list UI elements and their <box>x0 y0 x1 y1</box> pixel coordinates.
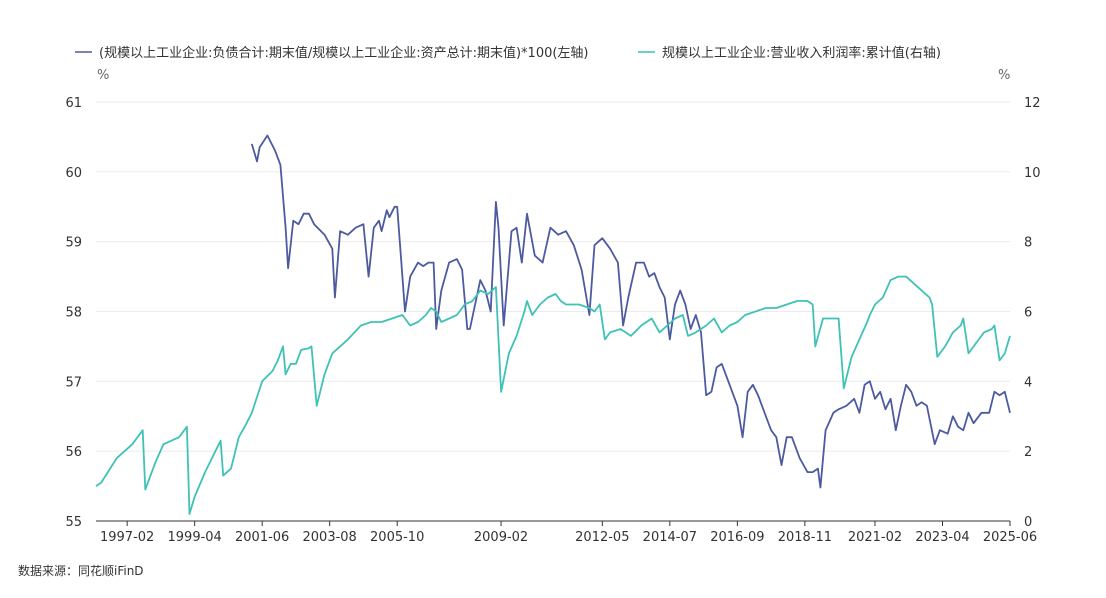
x-tick-label: 2009-02 <box>474 530 528 545</box>
y-left-tick-label: 58 <box>65 306 82 321</box>
y-left-tick-label: 57 <box>65 375 82 390</box>
legend-label-left-series: (规模以上工业企业:负债合计:期末值/规模以上工业企业:资产总计:期末值)*10… <box>99 45 589 61</box>
gridlines <box>96 101 1010 452</box>
x-tick-label: 2016-09 <box>710 530 764 545</box>
y-left-tick-label: 61 <box>65 96 82 111</box>
y-left-tick-label: 56 <box>65 445 82 460</box>
legend: (规模以上工业企业:负债合计:期末值/规模以上工业企业:资产总计:期末值)*10… <box>75 45 941 61</box>
axes: 55 0 56 2 57 4 58 6 59 8 60 10 61 12 1997-02 1999-04 200… <box>65 96 1040 545</box>
series-lines <box>95 134 1011 515</box>
x-tick-label: 2014-07 <box>643 530 697 545</box>
x-tick-label: 2005-10 <box>370 530 424 545</box>
y-right-tick-label: 10 <box>1024 166 1041 181</box>
series-line-right <box>95 275 1011 515</box>
legend-item-left-series[interactable]: (规模以上工业企业:负债合计:期末值/规模以上工业企业:资产总计:期末值)*10… <box>75 45 589 61</box>
data-source-note: 数据来源：同花顺iFinD <box>18 564 144 578</box>
y-right-tick-label: 0 <box>1024 515 1032 530</box>
x-tick-label: 2018-11 <box>778 530 832 545</box>
y-right-tick-label: 2 <box>1024 445 1032 460</box>
x-tick-label: 2023-04 <box>915 530 969 545</box>
x-tick-label: 1997-02 <box>100 530 154 545</box>
x-tick-label: 2021-02 <box>848 530 902 545</box>
y-right-tick-label: 4 <box>1024 375 1032 390</box>
y-left-tick-label: 60 <box>65 166 82 181</box>
legend-item-right-series[interactable]: 规模以上工业企业:营业收入利润率:累计值(右轴) <box>638 45 941 61</box>
x-tick-label: 2003-08 <box>303 530 357 545</box>
x-tick-label: 2012-05 <box>575 530 629 545</box>
x-tick-label: 2025-06 <box>983 530 1037 545</box>
legend-label-right-series: 规模以上工业企业:营业收入利润率:累计值(右轴) <box>662 45 941 61</box>
y-right-tick-label: 12 <box>1024 96 1041 111</box>
x-tick-label: 1999-04 <box>168 530 222 545</box>
y-right-tick-label: 8 <box>1024 236 1032 251</box>
x-tick-label: 2001-06 <box>235 530 289 545</box>
right-axis-unit: % <box>998 68 1010 83</box>
y-left-tick-label: 59 <box>65 236 82 251</box>
y-right-tick-label: 6 <box>1024 306 1032 321</box>
series-line-left <box>250 134 1011 489</box>
left-axis-unit: % <box>97 68 109 83</box>
y-left-tick-label: 55 <box>65 515 82 530</box>
